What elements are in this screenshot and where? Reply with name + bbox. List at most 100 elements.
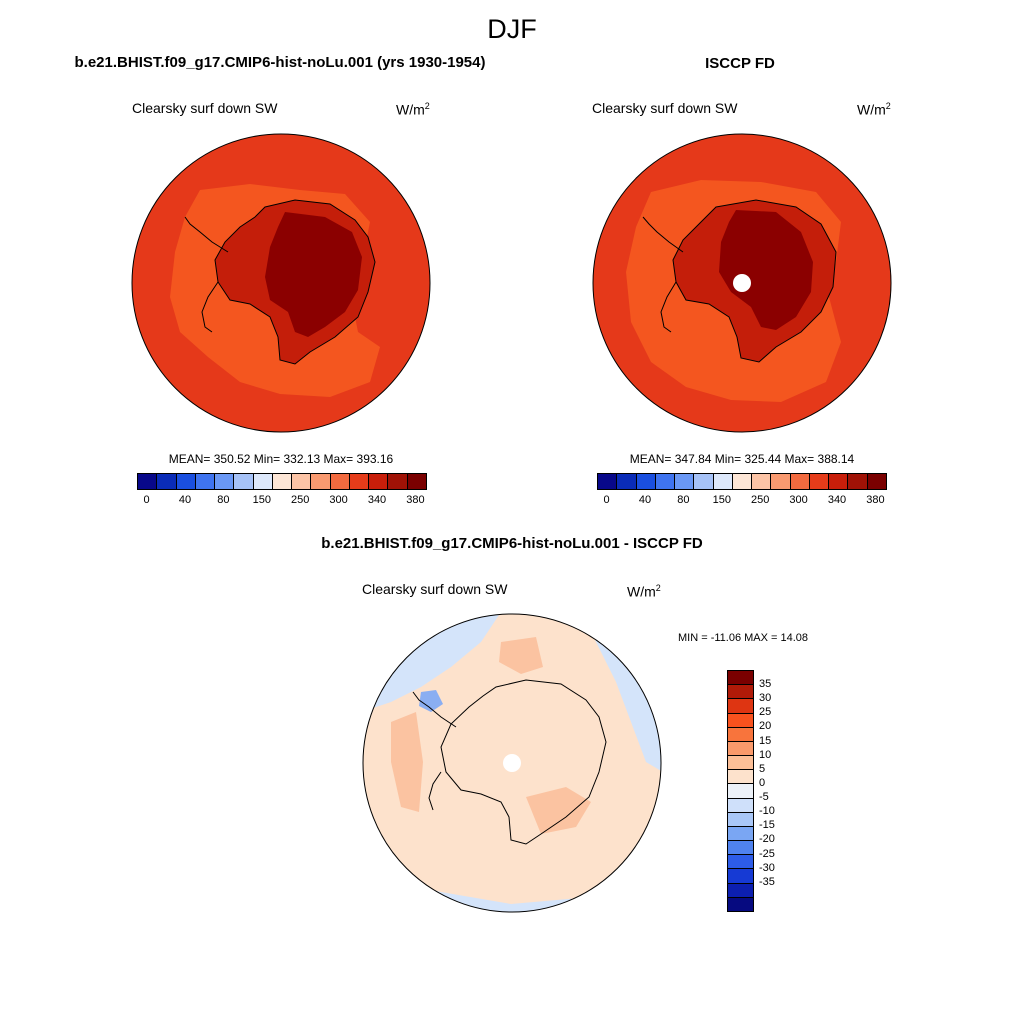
colorbar-tick-label: 10 <box>759 748 772 761</box>
colorbar-swatch <box>728 741 753 757</box>
panel-1-units: W/m2 <box>396 101 430 118</box>
colorbar-swatch <box>675 474 695 489</box>
panel-1-colorbar <box>137 473 427 490</box>
colorbar-swatch <box>655 474 676 489</box>
colorbar-tick-label: 20 <box>759 720 772 733</box>
colorbar-swatch <box>636 474 656 489</box>
colorbar-tick-label: 80 <box>677 494 690 506</box>
colorbar-swatch <box>215 474 235 489</box>
panel-3-colorbar <box>727 670 754 912</box>
colorbar-swatch <box>617 474 637 489</box>
panel-3-map <box>362 613 662 913</box>
panel-2-map <box>592 133 892 433</box>
colorbar-swatch <box>176 474 196 489</box>
panel-2-units: W/m2 <box>857 101 891 118</box>
panel-2-peninsula <box>642 216 684 333</box>
colorbar-tick-label: 340 <box>367 494 387 506</box>
panel-2-colorbar <box>597 473 887 490</box>
colorbar-tick-label: -25 <box>759 847 775 860</box>
colorbar-tick-label: 250 <box>751 494 770 506</box>
panel-1-map <box>131 133 431 433</box>
colorbar-swatch <box>829 474 849 489</box>
colorbar-swatch <box>728 784 753 799</box>
panel-3-units: W/m2 <box>627 583 661 600</box>
colorbar-tick-label: -10 <box>759 805 775 818</box>
colorbar-tick-label: 380 <box>866 494 885 506</box>
colorbar-tick-label: 25 <box>759 706 772 719</box>
colorbar-tick-label: -35 <box>759 875 775 888</box>
colorbar-tick-label: 0 <box>759 776 766 789</box>
colorbar-tick-label: 80 <box>217 494 230 506</box>
colorbar-tick-label: -5 <box>759 791 769 804</box>
colorbar-tick-label: 250 <box>291 494 310 506</box>
colorbar-swatch <box>867 474 886 489</box>
panel-2-variable: Clearsky surf down SW <box>592 100 738 116</box>
colorbar-swatch <box>728 841 753 856</box>
colorbar-swatch <box>157 474 177 489</box>
colorbar-swatch <box>407 474 426 489</box>
colorbar-swatch <box>138 474 158 489</box>
panel-1-peninsula <box>184 216 229 333</box>
colorbar-tick-label: 5 <box>759 762 766 775</box>
colorbar-tick-label: 300 <box>329 494 348 506</box>
colorbar-tick-label: 150 <box>252 494 271 506</box>
panel-3-positive-patch-2 <box>391 712 423 812</box>
colorbar-swatch <box>728 826 753 842</box>
colorbar-swatch <box>728 713 753 728</box>
panel-2-stats: MEAN= 347.84 Min= 325.44 Max= 388.14 <box>629 452 855 466</box>
colorbar-swatch <box>694 474 714 489</box>
colorbar-swatch <box>728 727 753 742</box>
colorbar-swatch <box>790 474 810 489</box>
colorbar-tick-label: 15 <box>759 734 772 747</box>
colorbar-tick-label: 40 <box>638 494 652 506</box>
colorbar-swatch <box>728 883 753 898</box>
colorbar-swatch <box>752 474 772 489</box>
panel-1-title: b.e21.BHIST.f09_g17.CMIP6-hist-noLu.001 … <box>74 54 486 71</box>
colorbar-swatch <box>728 869 753 884</box>
panel-3-stats: MIN = -11.06 MAX = 14.08 <box>678 632 809 644</box>
colorbar-swatch <box>728 770 753 785</box>
panel-2-plateau-high <box>719 210 813 330</box>
colorbar-swatch <box>809 474 830 489</box>
colorbar-swatch <box>728 897 753 911</box>
panel-3-positive-patch-3 <box>526 787 591 834</box>
panel-3-pole-hole <box>503 754 521 772</box>
colorbar-tick-label: -20 <box>759 833 775 846</box>
colorbar-swatch <box>330 474 350 489</box>
panel-2-title: ISCCP FD <box>705 55 775 72</box>
colorbar-swatch <box>728 685 753 700</box>
panel-3-peninsula <box>412 691 457 811</box>
colorbar-swatch <box>728 798 753 813</box>
colorbar-swatch <box>728 699 753 714</box>
panel-3-positive-patch-1 <box>499 637 543 674</box>
colorbar-tick-label: 150 <box>712 494 731 506</box>
colorbar-tick-label: 0 <box>603 494 610 506</box>
panel-3-title: b.e21.BHIST.f09_g17.CMIP6-hist-noLu.001 … <box>321 535 703 552</box>
colorbar-tick-label: 30 <box>759 692 772 705</box>
colorbar-swatch <box>292 474 312 489</box>
colorbar-tick-label: -30 <box>759 861 775 874</box>
colorbar-swatch <box>195 474 216 489</box>
colorbar-tick-label: 340 <box>827 494 847 506</box>
figure-title: DJF <box>487 14 537 44</box>
colorbar-swatch <box>848 474 868 489</box>
colorbar-swatch <box>728 812 753 827</box>
colorbar-tick-label: 380 <box>406 494 425 506</box>
colorbar-swatch <box>272 474 293 489</box>
panel-3-negative-strong <box>419 690 443 712</box>
panel-3-variable: Clearsky surf down SW <box>362 581 508 597</box>
colorbar-tick-label: 35 <box>759 678 772 691</box>
colorbar-swatch <box>388 474 408 489</box>
colorbar-swatch <box>728 756 753 771</box>
colorbar-swatch <box>349 474 370 489</box>
colorbar-swatch <box>713 474 733 489</box>
colorbar-swatch <box>728 855 753 870</box>
colorbar-swatch <box>598 474 618 489</box>
colorbar-tick-label: -15 <box>759 819 775 832</box>
colorbar-swatch <box>771 474 791 489</box>
colorbar-tick-label: 300 <box>789 494 808 506</box>
colorbar-tick-label: 0 <box>143 494 150 506</box>
colorbar-swatch <box>253 474 273 489</box>
colorbar-tick-label: 40 <box>178 494 192 506</box>
panel-1-variable: Clearsky surf down SW <box>132 100 278 116</box>
